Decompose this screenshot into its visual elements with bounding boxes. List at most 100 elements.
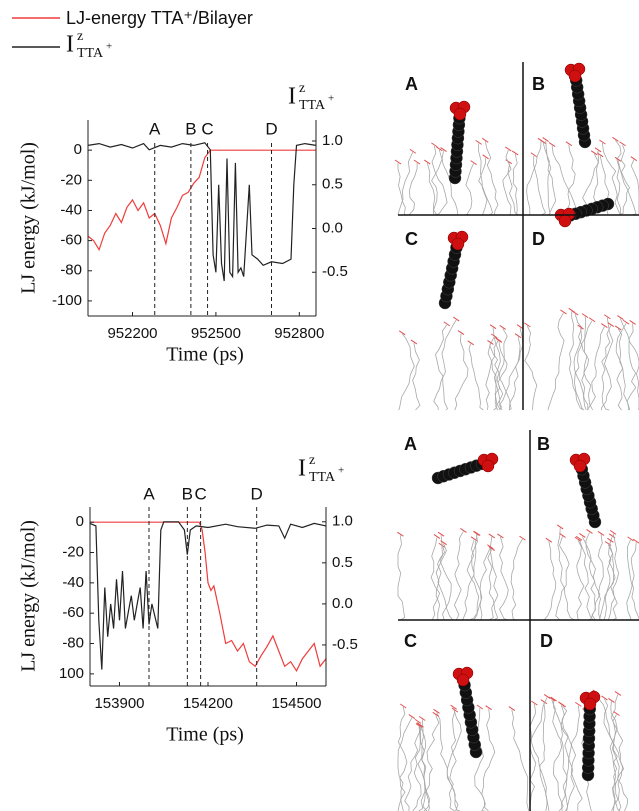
lipid-head (607, 537, 614, 543)
lipid-tail (439, 546, 452, 621)
y2-tick-label: 1.0 (322, 132, 343, 149)
lipid-head (568, 307, 575, 313)
panel-label: D (540, 631, 553, 651)
lipid-head (431, 142, 438, 148)
molecule-head (568, 69, 582, 83)
lipid-tail (508, 327, 524, 411)
lipid-head (516, 324, 524, 330)
lipid-head (540, 699, 548, 705)
lipid-tail (499, 536, 509, 621)
lipid-tail (576, 539, 585, 621)
lipid-head (485, 705, 492, 711)
lipid-head (586, 529, 593, 534)
lipid-head (499, 324, 507, 330)
lipid-tail (557, 527, 575, 621)
lipid-tail (599, 536, 615, 621)
lipid-tail (630, 542, 639, 621)
lipid-head (399, 703, 407, 709)
y2-tick-label: -0.5 (322, 263, 348, 280)
lipid-head (607, 322, 615, 327)
lipid-head (581, 313, 589, 319)
lipid-tail (543, 541, 557, 621)
y2-axis-title: + (328, 93, 334, 105)
event-label: A (143, 484, 155, 503)
lipid-tail (609, 701, 618, 811)
lipid-tail (585, 532, 601, 621)
lipid-head (601, 695, 608, 701)
lipid-tail (498, 328, 512, 411)
lipid-tail (430, 537, 441, 621)
lipid-head (524, 322, 531, 328)
panel-label: D (532, 229, 545, 249)
legend-label: I (66, 32, 74, 58)
lipid-head (408, 714, 416, 719)
lipid-head (443, 321, 451, 327)
event-label: B (185, 119, 196, 138)
lipid-tail (397, 535, 406, 621)
lipid-head (440, 147, 447, 153)
y2-axis-title: z (309, 453, 315, 468)
lipid-head (614, 325, 622, 331)
lipid-tail (612, 714, 625, 811)
lipid-tail (526, 141, 542, 215)
lipid-head (604, 314, 611, 320)
lipid-head (531, 700, 538, 706)
lipid-head (490, 333, 498, 339)
lipid-head (601, 323, 608, 329)
lipid-head (398, 330, 406, 336)
lipid-tail (487, 343, 501, 411)
lipid-head (617, 315, 624, 321)
lipid-tail (601, 317, 614, 411)
panel-label: A (405, 74, 418, 94)
molecule-head (453, 107, 467, 121)
lipid-tail (553, 705, 568, 811)
lipid-head (473, 531, 481, 536)
lipid-tail (595, 692, 619, 811)
lipid-head (488, 546, 496, 551)
lipid-head (410, 339, 418, 345)
lipid-tail (397, 152, 414, 216)
lipid-tail (435, 543, 447, 620)
lipid-tail (422, 715, 440, 811)
lipid-head (530, 152, 538, 158)
lipid-tail (397, 717, 413, 811)
lipid-head (505, 159, 512, 165)
lipid-tail (583, 316, 593, 411)
lipid-tail (397, 706, 408, 811)
lipid-head (475, 139, 482, 145)
lipid-tail (603, 541, 612, 621)
lipid-tail (461, 534, 478, 621)
lipid-head (548, 142, 556, 147)
lipid-tail (578, 539, 594, 621)
lipid-head (545, 537, 553, 543)
y-axis-title: LJ energy (kJ/mol) (18, 520, 40, 672)
lipid-tail (524, 325, 538, 411)
lipid-tail (566, 144, 576, 216)
lipid-tail (466, 539, 480, 621)
legend-label: TTA (77, 46, 104, 61)
lipid-tail (426, 162, 436, 216)
y2-tick-label: 0.5 (332, 554, 353, 571)
lipid-head (452, 316, 460, 322)
lipid-head (622, 319, 630, 325)
y-tick-label: -80 (60, 262, 82, 279)
panel-label: B (532, 74, 545, 94)
lipid-head (488, 533, 496, 539)
lipid-tail (574, 313, 584, 411)
lipid-head (575, 701, 582, 707)
lipid-head (436, 146, 443, 152)
legend-label: + (106, 41, 112, 53)
lipid-tail (511, 709, 530, 811)
lipid-tail (502, 162, 512, 216)
lipid-head (440, 540, 447, 546)
lipid-tail (448, 710, 457, 811)
lipid-head (575, 535, 583, 541)
lipid-head (597, 531, 605, 536)
lipid-head (537, 137, 545, 143)
molecule-head (573, 459, 587, 473)
lipid-tail (412, 726, 422, 811)
legend-label: z (77, 29, 83, 44)
lipid-head (433, 533, 441, 539)
y-tick-label: -20 (60, 171, 82, 188)
